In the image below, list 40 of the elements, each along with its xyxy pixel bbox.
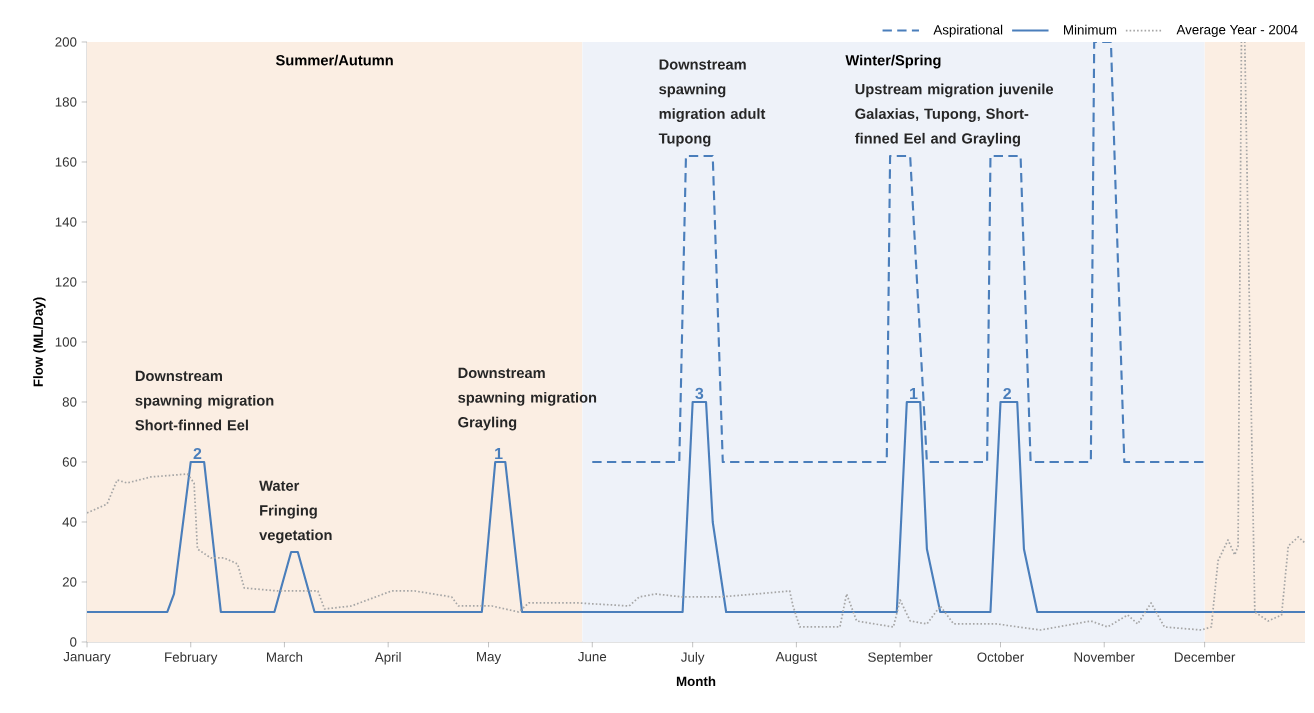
y-axis-title: Flow (ML/Day): [33, 297, 46, 387]
annotation: 2: [193, 447, 202, 460]
x-tick-label: August: [775, 652, 818, 664]
y-tick-label: 80: [62, 397, 77, 407]
x-tick-label: December: [1174, 652, 1236, 662]
y-tick-label: 180: [55, 97, 77, 107]
annotation: 1: [910, 388, 918, 400]
annotation: Upstream migration juvenile Galaxias, Tupong, Short-finned Eel and Grayling: [854, 83, 1054, 147]
x-tick-label: October: [977, 652, 1024, 662]
annotation: Downstream spawning migration Short-finned Eel: [135, 370, 274, 431]
band-label: Summer/Autumn: [275, 54, 393, 66]
y-tick-label: 160: [55, 157, 77, 167]
x-tick-label: February: [165, 652, 218, 665]
x-tick-label: June: [578, 652, 607, 662]
annotation: 2: [1003, 387, 1012, 400]
legend-label: Aspirational: [933, 24, 1003, 38]
x-tick-label: November: [1074, 652, 1135, 662]
band-label: Winter/Spring: [845, 54, 941, 69]
y-tick-label: 120: [55, 277, 77, 287]
legend-label: Minimum: [1064, 24, 1117, 35]
x-axis-title: Month: [676, 676, 716, 687]
annotation: Downstream spawning migration Grayling: [458, 367, 597, 431]
annotation: 1: [495, 448, 503, 460]
annotation: Water Fringing vegetation: [259, 480, 332, 544]
annotation: Downstream spawning migration adult Tupong: [658, 59, 766, 147]
x-tick-label: September: [868, 652, 933, 665]
x-tick-label: July: [681, 652, 705, 665]
y-tick-label: 100: [55, 337, 77, 347]
x-tick-label: May: [477, 652, 502, 664]
x-tick-label: April: [374, 652, 401, 665]
y-tick-label: 40: [62, 517, 77, 527]
y-tick-label: 140: [55, 217, 77, 227]
legend-label: Average Year - 2004: [1176, 24, 1298, 37]
annotation: 3: [695, 387, 704, 400]
y-tick-label: 20: [62, 577, 77, 587]
y-tick-label: 0: [70, 637, 77, 647]
x-tick-label: March: [267, 652, 303, 662]
x-tick-label: January: [63, 652, 111, 664]
y-tick-label: 200: [55, 37, 77, 47]
y-tick-label: 60: [62, 457, 77, 467]
